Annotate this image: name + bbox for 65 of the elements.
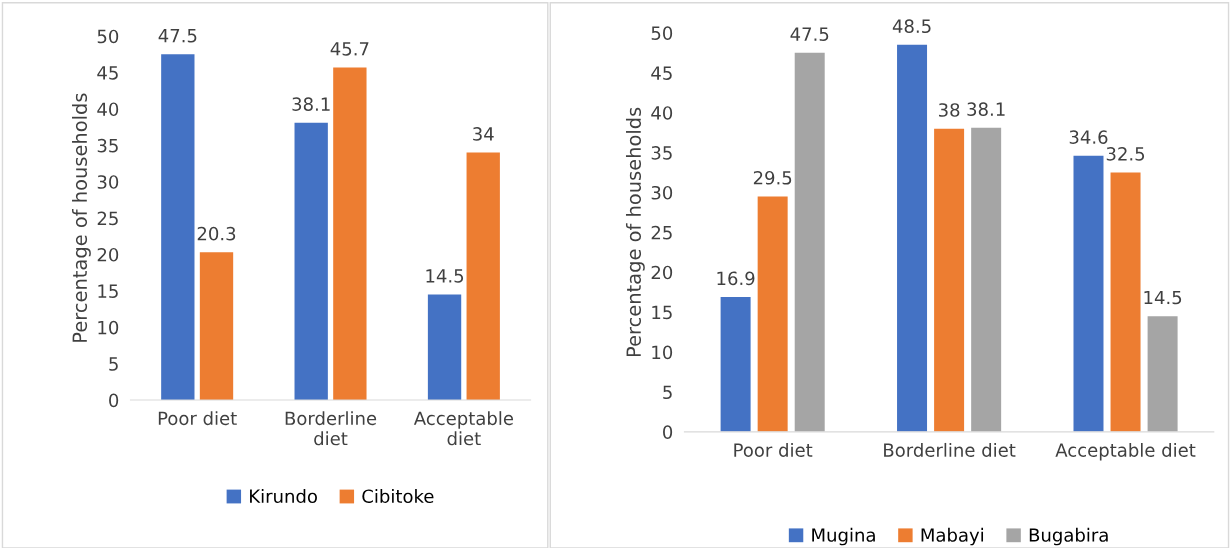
y-tick-label: 25 — [97, 211, 118, 226]
bar — [466, 152, 500, 401]
bar — [971, 127, 1002, 432]
y-tick-label: 35 — [651, 146, 672, 160]
y-tick-label: 15 — [98, 284, 118, 298]
data-label: 32.5 — [1106, 147, 1145, 161]
y-tick-label: 30 — [97, 175, 119, 189]
bar — [1147, 316, 1178, 432]
x-tick-label: Acceptable diet — [1055, 442, 1196, 461]
y-tick-label: 20 — [651, 265, 673, 280]
x-tick-label: Borderline diet — [884, 442, 1016, 457]
x-tick-label: Acceptable diet — [413, 411, 514, 446]
bar — [333, 67, 367, 401]
data-label: 29.5 — [753, 170, 792, 185]
legend-label: Kirundo — [250, 489, 317, 504]
x-tick-label: Poor diet — [734, 442, 813, 457]
data-label: 48.5 — [892, 19, 931, 34]
bar — [897, 44, 928, 432]
bar — [161, 54, 195, 401]
bar — [1073, 155, 1104, 432]
legend-label: Bugabira — [1029, 527, 1108, 546]
data-label: 45.7 — [330, 42, 369, 56]
data-label: 38.1 — [292, 97, 330, 111]
y-tick-label: 45 — [97, 66, 118, 80]
data-label: 14.5 — [426, 269, 464, 283]
y-tick-label: 30 — [651, 185, 673, 200]
y-tick-label: 40 — [651, 106, 673, 120]
y-tick-label: 10 — [98, 320, 119, 335]
data-label: 34.6 — [1069, 130, 1108, 144]
bar — [199, 252, 234, 401]
bar — [757, 196, 788, 432]
y-tick-label: 0 — [109, 393, 119, 408]
bar — [294, 122, 328, 401]
data-label: 47.5 — [790, 27, 829, 41]
data-label: 38.1 — [967, 102, 1005, 116]
y-axis-title: Percentage of households — [72, 93, 91, 342]
data-label: 16.9 — [717, 271, 755, 286]
legend-label: Mabayi — [921, 527, 984, 546]
bar — [794, 52, 825, 432]
bar — [1110, 172, 1141, 432]
x-tick-label: Poor diet — [158, 411, 237, 426]
bar — [427, 294, 462, 401]
y-tick-label: 5 — [663, 385, 672, 400]
y-tick-label: 5 — [109, 357, 118, 371]
y-axis-title: Percentage of households — [625, 107, 645, 357]
y-tick-label: 15 — [652, 305, 672, 320]
data-label: 38 — [938, 103, 960, 117]
data-label: 34 — [473, 127, 494, 141]
legend-label: Cibitoke — [362, 489, 434, 504]
bar — [934, 128, 965, 432]
data-label: 47.5 — [158, 29, 197, 43]
x-tick-label: Borderline diet — [285, 411, 377, 446]
y-tick-label: 50 — [97, 29, 119, 44]
data-label: 20.3 — [197, 226, 236, 241]
legend-label: Mugina — [812, 527, 875, 546]
data-label: 14.5 — [1144, 290, 1182, 305]
y-tick-label: 35 — [97, 138, 118, 153]
y-tick-label: 50 — [651, 26, 673, 40]
y-tick-label: 25 — [651, 225, 672, 240]
bar — [720, 296, 751, 432]
y-tick-label: 10 — [652, 345, 673, 360]
y-tick-label: 20 — [97, 247, 119, 262]
y-tick-label: 0 — [663, 425, 673, 439]
y-tick-label: 40 — [97, 102, 119, 117]
y-tick-label: 45 — [651, 66, 672, 80]
